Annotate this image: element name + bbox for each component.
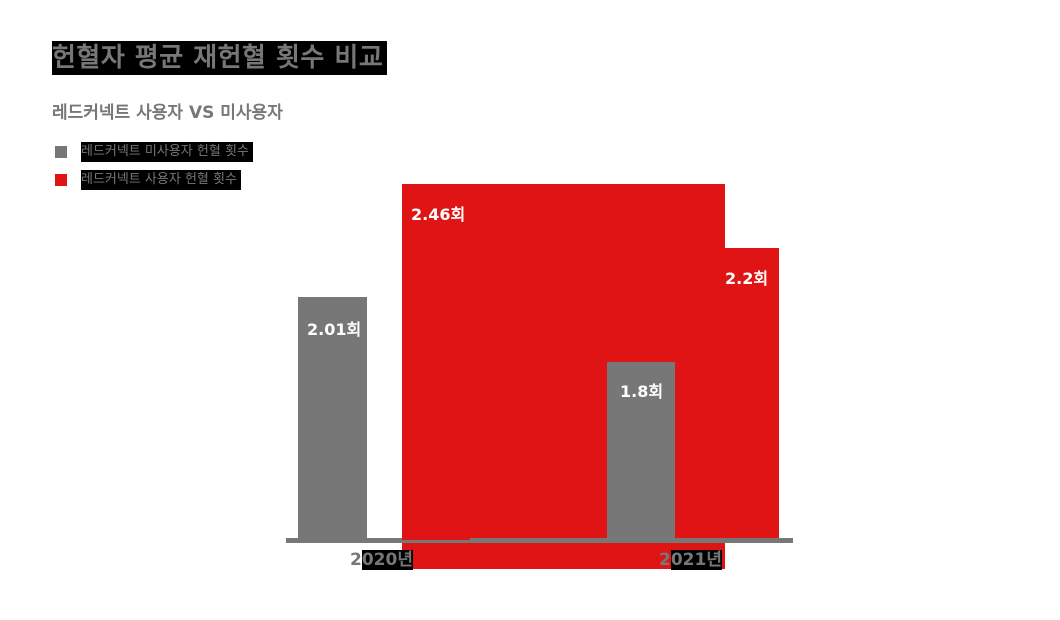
chart-subtitle-text: 레드커넥트 사용자 VS 미사용자 — [52, 103, 283, 123]
legend-item-user: 레드커넥트 사용자 헌혈 횟수 — [55, 170, 241, 190]
x-label-2021-part1: 2 — [659, 550, 671, 570]
x-label-2021-part3: 년 — [706, 550, 722, 570]
x-label-2020-part1: 2 — [350, 550, 362, 570]
legend-label-nonuser: 레드커넥트 미사용자 헌혈 횟수 — [81, 142, 253, 162]
bar-nonuser-2020: 2.01회 — [298, 297, 367, 539]
x-axis-line-right — [725, 538, 793, 543]
x-label-2020: 2020년 — [350, 549, 413, 571]
bar-label-nonuser-2021: 1.8회 — [620, 382, 664, 401]
bar-label-user-2021: 2.2회 — [725, 269, 769, 288]
chart-title: 헌혈자 평균 재헌혈 횟수 비교 — [52, 41, 388, 75]
legend-swatch-gray — [55, 146, 67, 158]
legend-item-nonuser: 레드커넥트 미사용자 헌혈 횟수 — [55, 142, 253, 162]
x-label-2021: 2021년 — [659, 549, 722, 571]
bar-label-nonuser-2020: 2.01회 — [307, 320, 362, 339]
chart-subtitle: 레드커넥트 사용자 VS 미사용자 — [52, 102, 283, 124]
x-axis-line-mid2 — [470, 538, 725, 543]
x-axis-line-mid1 — [402, 540, 470, 543]
x-label-2020-part2: 020 — [361, 550, 398, 570]
x-label-2020-part3: 년 — [397, 550, 413, 570]
x-label-2021-part2: 021 — [670, 550, 707, 570]
bar-nonuser-2021: 1.8회 — [607, 362, 675, 540]
bar-label-user-2020: 2.46회 — [411, 205, 466, 224]
x-axis-line-left — [286, 538, 402, 543]
legend-swatch-red — [55, 174, 67, 186]
bar-user-2021: 2.2회 — [725, 248, 779, 540]
legend-label-user: 레드커넥트 사용자 헌혈 횟수 — [81, 170, 241, 190]
bar-user-2020: 2.46회 — [402, 184, 725, 569]
